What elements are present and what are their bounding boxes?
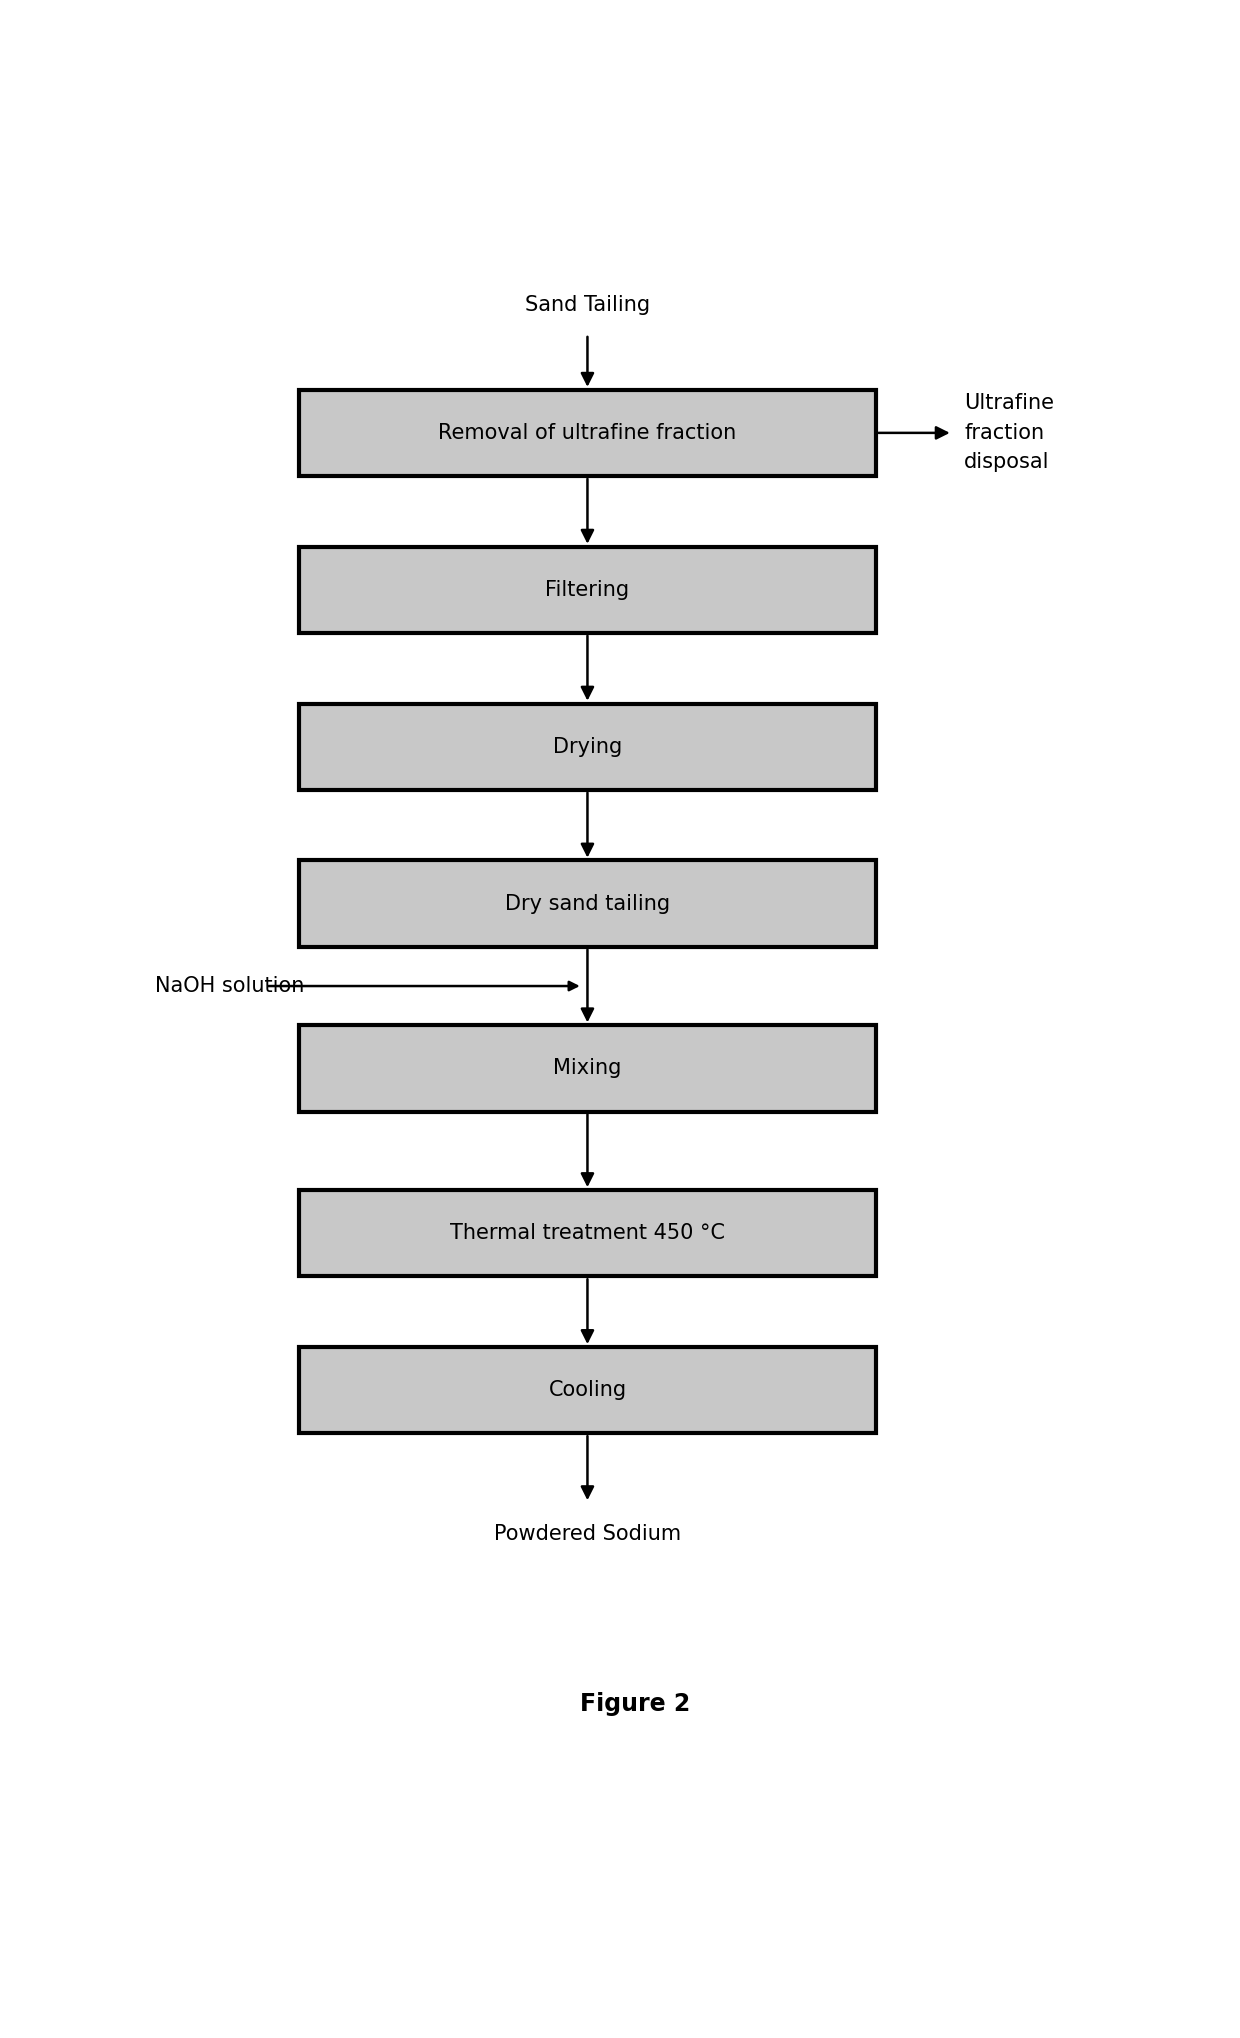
Text: Drying: Drying <box>553 736 622 756</box>
Text: Mixing: Mixing <box>553 1058 621 1078</box>
Bar <box>299 1025 875 1111</box>
Bar <box>299 1190 875 1276</box>
Text: Removal of ultrafine fraction: Removal of ultrafine fraction <box>438 422 737 442</box>
Bar <box>299 860 875 948</box>
Text: Filtering: Filtering <box>546 579 630 599</box>
Text: NaOH solution: NaOH solution <box>155 976 304 997</box>
Bar <box>299 546 875 634</box>
Text: Ultrafine
fraction
disposal: Ultrafine fraction disposal <box>965 393 1054 473</box>
Bar <box>299 1347 875 1433</box>
Text: Powdered Sodium: Powdered Sodium <box>494 1524 681 1543</box>
Text: Thermal treatment 450 °C: Thermal treatment 450 °C <box>450 1223 725 1243</box>
Text: Cooling: Cooling <box>548 1380 626 1400</box>
Text: Dry sand tailing: Dry sand tailing <box>505 893 670 913</box>
Bar <box>299 703 875 791</box>
Bar <box>299 389 875 477</box>
Text: Figure 2: Figure 2 <box>580 1692 691 1716</box>
Text: Sand Tailing: Sand Tailing <box>525 296 650 316</box>
